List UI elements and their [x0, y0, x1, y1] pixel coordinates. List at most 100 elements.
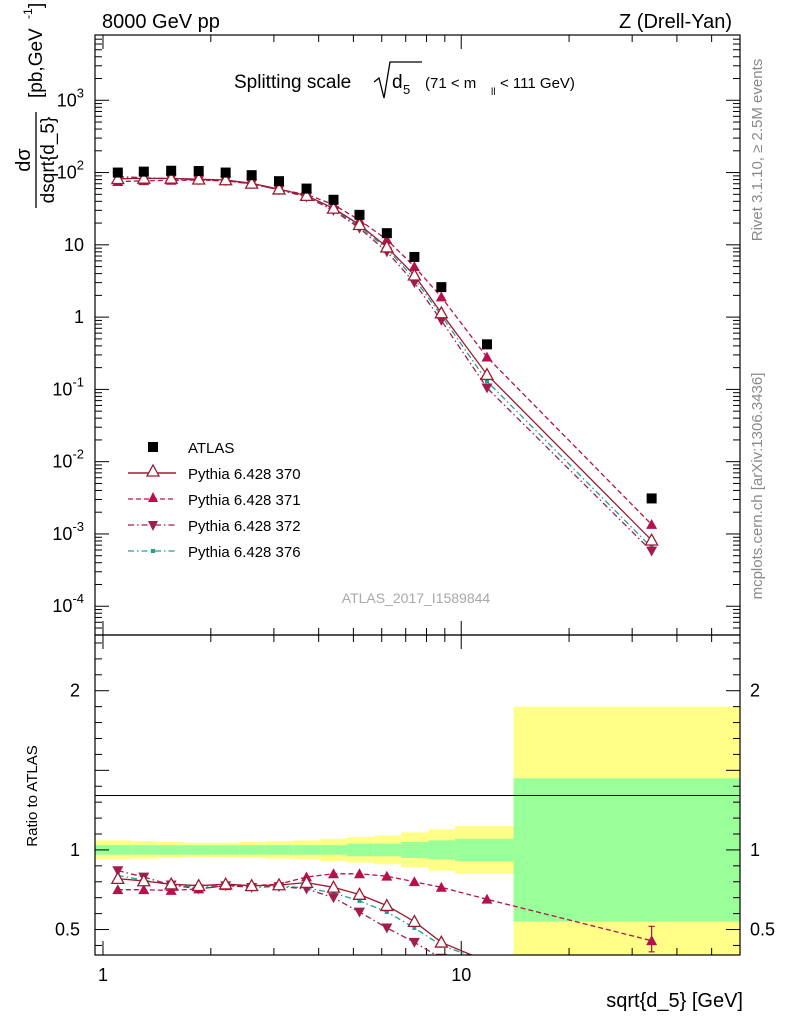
atlas-data-point — [220, 167, 231, 178]
band-stat — [373, 843, 402, 857]
x-tick-label: 10 — [451, 965, 471, 985]
x-tick-label: 1 — [98, 965, 108, 985]
ratio-371-point — [353, 868, 365, 879]
atlas-data-point — [274, 176, 285, 187]
main-372-point — [646, 546, 658, 557]
ratio-371-point — [327, 868, 339, 879]
legend-entry-atlas: ATLAS — [148, 440, 234, 457]
legend-entry-376: Pythia 6.428 376 — [128, 544, 301, 561]
main-371-line — [117, 179, 653, 525]
ratio-376-point — [331, 890, 336, 895]
axes: 1 10 10-4 10-3 10-2 10-1 1 10 102 103 0.5 0.5 1 1 2 2 — [52, 34, 775, 985]
main-372-point — [408, 278, 420, 289]
main-series-group — [110, 165, 659, 557]
ratio-series-group — [110, 866, 658, 986]
ratio-371-point — [408, 876, 420, 887]
y-axis-label-ratio: Ratio to ATLAS — [24, 745, 41, 846]
main-370-point — [136, 171, 151, 184]
atlas-data-point — [246, 170, 257, 181]
ratio-371-point — [481, 893, 493, 904]
header-right: Z (Drell-Yan) — [619, 11, 732, 33]
band-stat — [212, 845, 240, 855]
ratio-370-point — [352, 887, 367, 900]
main-371-point — [381, 234, 393, 245]
ratio-372-point — [408, 937, 420, 948]
y-tick-label-main: 10 — [64, 235, 84, 255]
band-stat — [131, 845, 158, 855]
ratio-uncertainty-bands — [95, 706, 740, 955]
ratio-370-point — [218, 876, 233, 890]
legend-entry-371: Pythia 6.428 371 — [128, 492, 301, 509]
plot-title: Splitting scale d 5 (71 < m ll < 111 GeV… — [234, 61, 575, 99]
main-376-point — [484, 379, 489, 384]
y-axis-label-main: dσ dsqrt{d_5} [pb,GeV -1 ] — [13, 3, 59, 208]
y-tick-label-ratio-right: 0.5 — [750, 920, 775, 940]
y-tick-label-main: 10-1 — [52, 374, 84, 399]
main-372-point — [435, 316, 447, 326]
main-370-point — [191, 171, 206, 185]
ratio-370-point — [379, 898, 394, 912]
y-label-unit-exp: -1 — [21, 8, 35, 19]
ratio-372-point — [381, 923, 393, 934]
main-370-point — [644, 532, 659, 546]
legend-marker-372 — [148, 521, 158, 531]
legend-marker-371 — [148, 492, 158, 502]
main-370-point — [352, 217, 367, 231]
main-370-point — [326, 200, 341, 214]
main-371-point — [435, 291, 447, 302]
ratio-376-point — [485, 959, 489, 963]
ratio-plot-frame — [94, 634, 741, 956]
y-tick-label-ratio-right: 2 — [750, 681, 760, 701]
band-stat — [157, 845, 186, 855]
band-stat — [513, 778, 740, 922]
band-stat — [293, 845, 321, 855]
legend-entry-372: Pythia 6.428 372 — [128, 518, 301, 535]
y-tick-label-main: 102 — [57, 158, 84, 183]
atlas-data-point — [381, 228, 392, 239]
ratio-376-point — [384, 910, 389, 915]
main-370-point — [479, 367, 495, 381]
legend-label-372: Pythia 6.428 372 — [188, 518, 301, 535]
band-stat — [265, 845, 294, 855]
atlas-data-point — [166, 165, 177, 176]
plot-title-cut-prefix: (71 < m — [425, 75, 476, 92]
atlas-data-point — [301, 183, 312, 194]
ratio-370-point — [486, 954, 488, 955]
ratio-370-point — [191, 878, 206, 892]
ratio-376-point — [357, 898, 362, 903]
atlas-data-point — [409, 251, 420, 262]
atlas-data-point — [354, 209, 365, 220]
rivet-version-label: Rivet 3.1.10, ≥ 2.5M events — [749, 59, 766, 242]
atlas-data-point — [112, 167, 123, 178]
y-tick-label-main: 1 — [74, 307, 84, 327]
ratio-370-point — [299, 875, 314, 889]
main-370-point — [407, 267, 422, 281]
atlas-data-point — [436, 282, 447, 293]
band-stat — [347, 843, 374, 857]
legend-entry-370: Pythia 6.428 370 — [128, 463, 301, 483]
y-tick-label-main: 10-4 — [52, 591, 84, 616]
y-tick-label-main: 103 — [57, 85, 84, 110]
legend-marker-atlas — [148, 442, 158, 452]
ratio-372-point — [646, 976, 657, 986]
ratio-370-point — [110, 871, 125, 885]
band-stat — [401, 841, 429, 858]
atlas-data-point — [193, 166, 204, 177]
ratio-372-point — [112, 866, 124, 877]
ratio-370-point — [407, 914, 422, 928]
atlas-data-point — [481, 339, 492, 350]
ratio-370-point — [434, 934, 449, 948]
main-370-point — [110, 171, 125, 185]
analysis-watermark: ATLAS_2017_I1589844 — [342, 590, 491, 606]
plot-title-cut-suffix: < 111 GeV) — [500, 75, 575, 92]
ratio-370-point — [244, 878, 259, 892]
legend-marker-376 — [151, 549, 155, 553]
main-370-point — [299, 188, 314, 202]
main-370-point — [218, 172, 233, 186]
y-tick-label-ratio: 0.5 — [55, 920, 80, 940]
y-tick-label-ratio: 1 — [70, 840, 80, 860]
sqrt-symbol — [373, 61, 422, 99]
y-tick-label-ratio-right: 1 — [750, 840, 760, 860]
ratio-376-point — [650, 974, 654, 978]
ratio-371-point — [165, 885, 177, 895]
